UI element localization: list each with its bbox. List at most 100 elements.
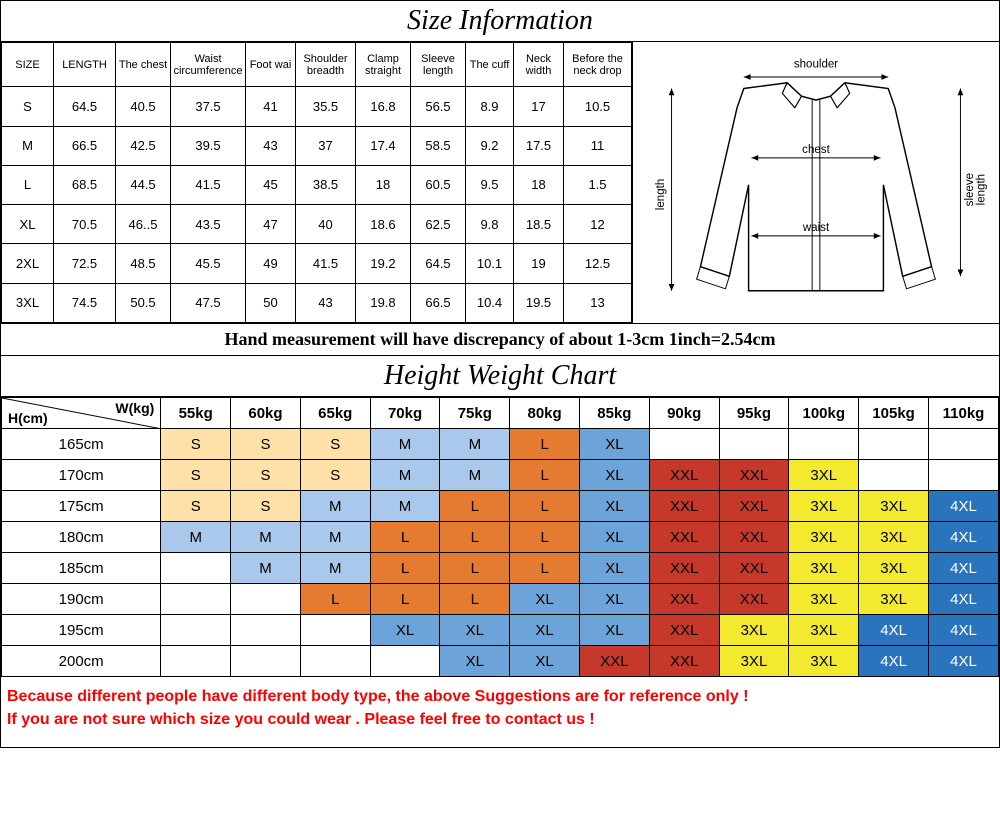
hw-cell: 3XL [859,584,929,615]
hw-cell: XL [440,646,510,677]
size-cell: 64.5 [54,87,116,126]
size-cell: 18.6 [356,205,411,244]
hw-cell: XXL [719,460,789,491]
weight-header: 60kg [231,398,301,429]
disclaimer-line1: Because different people have different … [7,685,993,708]
hw-cell: L [510,429,580,460]
hw-cell: 3XL [789,460,859,491]
hw-cell: XL [580,615,650,646]
hw-cell [859,429,929,460]
size-col-header: Before the neck drop [564,43,632,87]
hw-cell: M [300,522,370,553]
hw-cell: XXL [719,584,789,615]
size-col-header: The cuff [466,43,514,87]
size-cell: 9.2 [466,126,514,165]
size-cell: 42.5 [116,126,171,165]
hw-cell: 4XL [929,553,999,584]
hw-cell: 3XL [789,553,859,584]
size-cell: 66.5 [411,283,466,322]
size-cell: 44.5 [116,165,171,204]
hw-cell: 4XL [929,615,999,646]
size-info-title: Size Information [1,1,999,42]
size-cell: 46..5 [116,205,171,244]
size-cell: 19 [514,244,564,283]
hw-cell: L [510,460,580,491]
hw-corner: H(cm)W(kg) [2,398,161,429]
hw-cell: L [370,522,440,553]
hw-cell [370,646,440,677]
hw-cell: M [440,429,510,460]
size-cell: 19.5 [514,283,564,322]
hw-cell: XXL [649,646,719,677]
hw-cell: L [440,553,510,584]
size-cell: 56.5 [411,87,466,126]
size-col-header: Foot wai [246,43,296,87]
hw-cell: XXL [580,646,650,677]
hw-cell: 4XL [929,646,999,677]
size-cell: 40 [296,205,356,244]
hw-cell: 3XL [719,646,789,677]
size-col-header: Sleeve length [411,43,466,87]
label-sleeve: sleeve [964,173,976,206]
hw-cell: S [300,460,370,491]
size-cell: 1.5 [564,165,632,204]
size-cell: 37 [296,126,356,165]
weight-header: 105kg [859,398,929,429]
hw-cell: XXL [649,491,719,522]
hw-cell: XL [580,522,650,553]
hw-cell [231,584,301,615]
size-cell: 18.5 [514,205,564,244]
size-cell: 58.5 [411,126,466,165]
hw-cell: XXL [719,522,789,553]
size-col-header: SIZE [2,43,54,87]
hw-cell: 3XL [789,584,859,615]
hw-cell [161,646,231,677]
size-cell: 12.5 [564,244,632,283]
size-cell: 48.5 [116,244,171,283]
weight-header: 75kg [440,398,510,429]
hw-cell: 4XL [929,522,999,553]
shirt-diagram: shoulder chest [632,42,999,323]
weight-header: 100kg [789,398,859,429]
size-col-header: LENGTH [54,43,116,87]
size-cell: 40.5 [116,87,171,126]
weight-header: 85kg [580,398,650,429]
label-chest: chest [802,144,830,156]
hw-cell: 3XL [789,615,859,646]
hw-cell [231,615,301,646]
height-weight-table: H(cm)W(kg)55kg60kg65kg70kg75kg80kg85kg90… [1,397,999,677]
hw-cell [719,429,789,460]
hw-cell: XXL [649,615,719,646]
hw-cell: M [440,460,510,491]
hw-cell: M [231,553,301,584]
size-cell: 64.5 [411,244,466,283]
hw-cell: XL [580,491,650,522]
size-cell: M [2,126,54,165]
height-label: 180cm [2,522,161,553]
size-cell: 2XL [2,244,54,283]
size-cell: 17 [514,87,564,126]
size-cell: 10.4 [466,283,514,322]
hw-cell: XXL [649,522,719,553]
weight-header: 90kg [649,398,719,429]
height-label: 190cm [2,584,161,615]
hw-cell: XL [580,429,650,460]
size-cell: 11 [564,126,632,165]
hw-chart-title: Height Weight Chart [1,356,999,397]
hw-cell: 4XL [859,646,929,677]
hw-cell: XL [510,584,580,615]
size-cell: 37.5 [171,87,246,126]
size-col-header: Clamp straight [356,43,411,87]
height-label: 170cm [2,460,161,491]
hw-cell [161,584,231,615]
size-cell: 39.5 [171,126,246,165]
weight-header: 70kg [370,398,440,429]
hw-cell: M [370,491,440,522]
label-length: length [655,179,667,210]
hw-cell: XXL [649,553,719,584]
label-sleeve2: length [976,174,988,205]
size-cell: S [2,87,54,126]
hw-cell: M [300,553,370,584]
size-cell: XL [2,205,54,244]
hw-cell [300,615,370,646]
